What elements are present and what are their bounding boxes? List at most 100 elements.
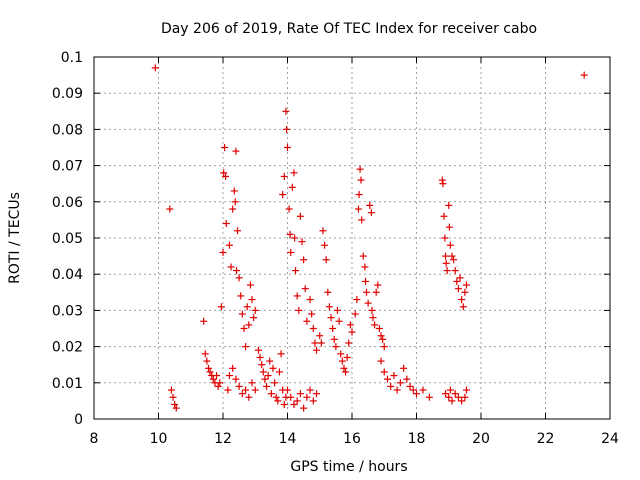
data-point bbox=[325, 303, 333, 311]
data-point bbox=[413, 390, 420, 398]
data-point bbox=[237, 292, 245, 300]
data-point bbox=[240, 325, 248, 332]
data-point bbox=[274, 397, 282, 405]
data-point bbox=[284, 386, 291, 394]
data-point bbox=[306, 386, 314, 394]
data-point bbox=[169, 393, 177, 401]
data-point bbox=[234, 227, 242, 235]
data-point bbox=[458, 296, 466, 304]
data-point bbox=[271, 379, 279, 387]
data-point bbox=[209, 375, 217, 383]
x-tick-label: 18 bbox=[408, 431, 426, 447]
data-point bbox=[172, 404, 180, 412]
data-point bbox=[445, 223, 453, 231]
data-point bbox=[358, 216, 366, 224]
data-point bbox=[403, 375, 411, 383]
data-point bbox=[225, 372, 233, 380]
data-point bbox=[446, 386, 454, 394]
data-point bbox=[454, 285, 462, 293]
data-point bbox=[238, 390, 246, 398]
data-point bbox=[201, 350, 209, 358]
data-point bbox=[292, 267, 300, 275]
data-point bbox=[400, 364, 408, 372]
data-point bbox=[287, 393, 295, 401]
data-point bbox=[308, 310, 316, 318]
data-point bbox=[293, 397, 301, 405]
data-point bbox=[229, 205, 237, 213]
data-point bbox=[288, 183, 296, 191]
y-axis-label: ROTI / TECUs bbox=[7, 192, 23, 284]
data-point bbox=[461, 288, 469, 296]
data-point bbox=[222, 220, 230, 228]
data-point bbox=[364, 299, 372, 307]
data-point bbox=[393, 386, 401, 394]
data-point bbox=[298, 238, 306, 246]
data-point bbox=[362, 277, 370, 285]
data-points bbox=[151, 64, 588, 412]
data-point bbox=[316, 332, 324, 340]
data-point bbox=[329, 325, 337, 332]
data-point bbox=[258, 361, 266, 369]
data-point bbox=[313, 390, 321, 398]
data-point bbox=[267, 390, 275, 398]
data-point bbox=[383, 375, 391, 383]
data-point bbox=[235, 382, 243, 390]
data-point bbox=[453, 277, 461, 285]
data-point bbox=[214, 382, 222, 390]
data-point bbox=[367, 209, 375, 217]
data-point bbox=[216, 379, 224, 387]
data-point bbox=[261, 375, 269, 383]
data-point bbox=[369, 314, 377, 322]
data-point bbox=[368, 306, 376, 314]
x-tick-label: 24 bbox=[601, 431, 619, 447]
x-tick-label: 22 bbox=[537, 431, 555, 447]
data-point bbox=[232, 375, 240, 383]
data-point bbox=[317, 339, 325, 347]
data-point bbox=[343, 353, 351, 361]
data-point bbox=[390, 372, 398, 380]
data-point bbox=[346, 321, 354, 329]
data-point bbox=[454, 393, 462, 401]
data-point bbox=[213, 372, 221, 380]
data-point bbox=[335, 317, 343, 325]
data-point bbox=[332, 343, 340, 351]
data-point bbox=[338, 357, 346, 365]
data-point bbox=[287, 248, 295, 256]
data-point bbox=[204, 364, 212, 372]
data-point bbox=[245, 393, 253, 401]
data-point bbox=[203, 357, 211, 365]
data-point bbox=[282, 107, 290, 115]
data-point bbox=[425, 393, 433, 401]
data-point bbox=[445, 393, 453, 401]
data-point bbox=[242, 343, 250, 351]
data-point bbox=[459, 303, 467, 311]
data-point bbox=[254, 346, 262, 354]
data-point bbox=[396, 379, 404, 387]
grid bbox=[94, 57, 610, 419]
data-point bbox=[303, 317, 311, 325]
data-point bbox=[242, 386, 250, 394]
data-point bbox=[233, 267, 241, 275]
y-tick-label: 0.01 bbox=[52, 376, 83, 392]
data-point bbox=[377, 357, 385, 365]
x-tick-label: 8 bbox=[90, 431, 99, 447]
y-tick-label: 0 bbox=[74, 412, 83, 428]
y-tick-label: 0.09 bbox=[52, 86, 83, 102]
data-point bbox=[296, 212, 304, 220]
data-point bbox=[248, 296, 256, 304]
data-point bbox=[293, 292, 301, 300]
data-point bbox=[300, 404, 308, 412]
data-point bbox=[438, 176, 446, 184]
data-point bbox=[291, 234, 299, 242]
data-point bbox=[330, 335, 338, 343]
y-tick-label: 0.06 bbox=[52, 195, 83, 211]
data-point bbox=[451, 390, 459, 398]
data-point bbox=[272, 393, 280, 401]
data-point bbox=[220, 169, 228, 177]
data-point bbox=[372, 288, 380, 296]
data-point bbox=[319, 227, 327, 235]
data-point bbox=[379, 335, 387, 343]
data-point bbox=[357, 176, 365, 184]
data-point bbox=[238, 310, 246, 318]
